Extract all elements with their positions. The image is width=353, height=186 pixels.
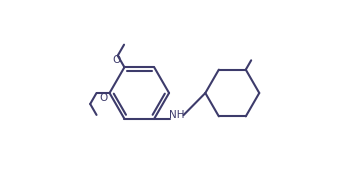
Text: O: O <box>99 93 107 103</box>
Text: NH: NH <box>169 110 184 120</box>
Text: O: O <box>113 55 121 65</box>
